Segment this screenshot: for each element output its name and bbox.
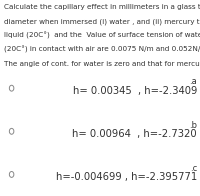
- Text: liquid (20C°)  and the  Value of surface tension of water and mercury at: liquid (20C°) and the Value of surface t…: [4, 32, 200, 39]
- Text: .c: .c: [190, 164, 197, 173]
- Text: Calculate the capillary effect in millimeters in a glass tube of 5 mm: Calculate the capillary effect in millim…: [4, 4, 200, 10]
- Text: h= 0.00964  , h=-2.7320: h= 0.00964 , h=-2.7320: [72, 129, 197, 139]
- Text: diameter when immersed (i) water , and (ii) mercury the temperature of: diameter when immersed (i) water , and (…: [4, 18, 200, 24]
- Text: The angle of cont. for water is zero and that for mercury (140C°): The angle of cont. for water is zero and…: [4, 60, 200, 68]
- Text: .b: .b: [189, 121, 197, 130]
- Text: h=-0.004699 , h=-2.395771: h=-0.004699 , h=-2.395771: [56, 172, 197, 182]
- Text: .a: .a: [189, 77, 197, 86]
- Text: (20C°) in contact with air are 0.0075 N/m and 0.052N/m respectively .: (20C°) in contact with air are 0.0075 N/…: [4, 46, 200, 54]
- Text: h= 0.00345  , h=-2.3409: h= 0.00345 , h=-2.3409: [73, 86, 197, 96]
